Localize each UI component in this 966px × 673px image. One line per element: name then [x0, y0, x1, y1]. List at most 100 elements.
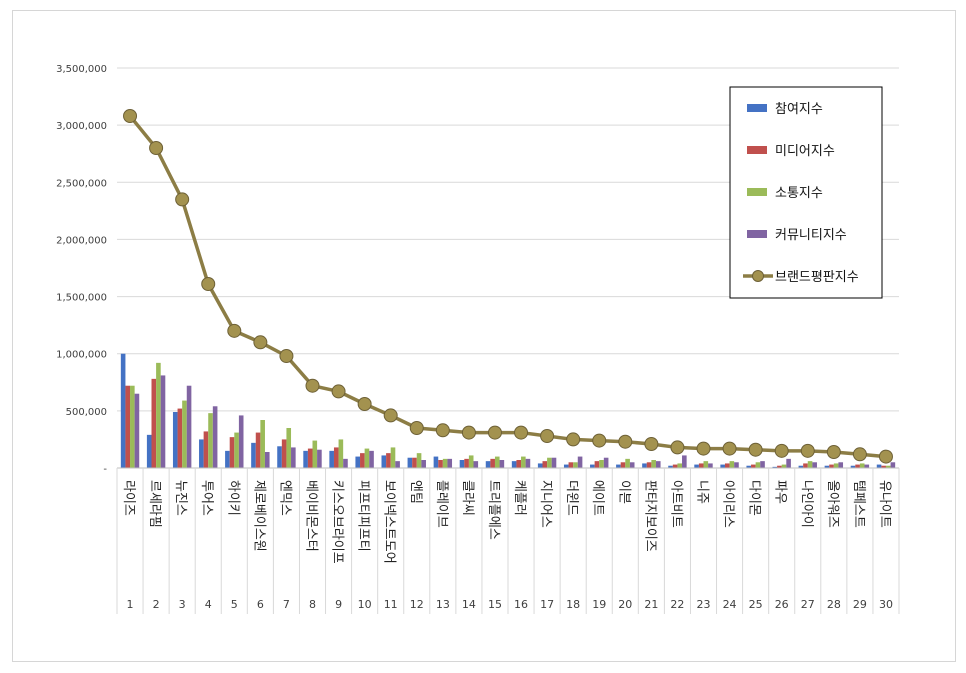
bar — [620, 462, 626, 468]
x-tick-label: 하이키 — [225, 480, 240, 516]
bar — [890, 462, 896, 468]
bar — [172, 412, 178, 468]
y-axis-ticks: - 500,000 1,000,000 1,500,000 2,000,000 2,500… — [56, 64, 107, 475]
line-point — [201, 277, 216, 291]
rank-label: 27 — [801, 598, 815, 611]
bar — [343, 458, 348, 468]
bar — [355, 456, 361, 468]
rank-label: 3 — [179, 598, 186, 611]
legend-label: 커뮤니티지수 — [775, 228, 847, 243]
line-point — [566, 432, 581, 447]
bar — [212, 406, 218, 468]
line-point — [487, 425, 502, 440]
rank-label: 17 — [540, 598, 554, 611]
y-tick-label: 2,000,000 — [56, 235, 107, 246]
bar — [369, 450, 374, 468]
x-tick-label: 라이즈 — [121, 480, 136, 516]
bar — [329, 450, 334, 468]
rank-label: 23 — [697, 598, 711, 611]
bar — [438, 460, 443, 468]
bar — [421, 460, 426, 468]
line-point — [253, 335, 268, 350]
x-tick-label: 더윈드 — [564, 480, 579, 516]
line-point — [409, 421, 424, 435]
line-point — [878, 449, 893, 464]
rank-label: 9 — [335, 598, 342, 611]
bar — [651, 460, 656, 468]
bar — [525, 458, 531, 468]
rank-label: 22 — [670, 598, 684, 611]
bar — [677, 463, 683, 468]
bar — [407, 457, 413, 468]
bar — [616, 464, 621, 468]
bars — [120, 353, 896, 468]
bar — [603, 457, 609, 468]
bar — [708, 463, 713, 468]
gridlines — [117, 67, 899, 469]
bar — [577, 456, 583, 468]
bar — [573, 462, 578, 468]
x-tick-label: 나인아이 — [799, 480, 814, 528]
bar — [864, 464, 870, 468]
line-point — [357, 397, 372, 411]
bar — [798, 465, 804, 468]
rank-label: 11 — [384, 598, 398, 611]
bar — [694, 464, 699, 468]
bar — [563, 464, 569, 468]
x-tick-label: 아트비트 — [668, 480, 683, 528]
rank-label: 13 — [436, 598, 450, 611]
x-tick-label: 유나이트 — [877, 480, 892, 528]
bar — [876, 464, 882, 468]
bar — [521, 456, 526, 468]
bar — [720, 464, 725, 468]
rank-label: 15 — [488, 598, 502, 611]
line-point — [670, 440, 685, 455]
x-tick-label: 에이트 — [590, 480, 605, 516]
bar — [807, 461, 813, 468]
rank-label: 24 — [723, 598, 737, 611]
bar — [777, 465, 782, 468]
x-tick-label: 피프티피프티 — [356, 480, 371, 552]
x-tick-label: 이븐 — [616, 480, 631, 504]
x-tick-label: 앤팀 — [408, 480, 423, 504]
bar — [255, 432, 261, 468]
bar — [286, 428, 292, 468]
x-tick-label: 올아워즈 — [825, 480, 840, 528]
line-point — [748, 442, 763, 457]
rank-label: 26 — [775, 598, 789, 611]
bar — [824, 465, 830, 468]
rank-label: 1 — [127, 598, 134, 611]
bar — [125, 385, 131, 468]
bar — [364, 448, 370, 468]
line-point — [435, 423, 450, 438]
legend-swatch — [747, 146, 767, 154]
bar — [459, 460, 465, 468]
line-point — [305, 378, 320, 393]
bar — [234, 432, 239, 468]
bar — [803, 463, 808, 468]
bar — [855, 464, 860, 468]
x-axis: 라이즈 1 르세라핌 2 뉴진스 3 투어스 4 하이키 5 제로베이스원 6 엔믹스 7 베이비몬스터 8 키… — [116, 467, 900, 614]
bar — [885, 465, 891, 468]
x-tick-label: 투어스 — [199, 480, 214, 516]
bar — [260, 420, 265, 468]
line-point — [149, 141, 164, 155]
chart-frame: - 500,000 1,000,000 1,500,000 2,000,000 2,500… — [12, 10, 956, 662]
rank-label: 21 — [644, 598, 658, 611]
bar — [881, 465, 886, 468]
bar — [734, 462, 739, 468]
bar — [590, 464, 595, 468]
line-point — [461, 425, 476, 440]
x-tick-label: 클라씨 — [460, 480, 475, 516]
bar — [199, 439, 204, 468]
bar — [682, 455, 687, 468]
bar — [786, 458, 791, 468]
bar — [251, 442, 256, 468]
bar — [291, 447, 296, 468]
bar — [416, 453, 422, 468]
bar — [668, 465, 673, 468]
x-tick-label: 베이비몬스터 — [304, 480, 319, 552]
rank-label: 19 — [592, 598, 606, 611]
bar — [594, 461, 600, 468]
bar — [499, 460, 505, 468]
